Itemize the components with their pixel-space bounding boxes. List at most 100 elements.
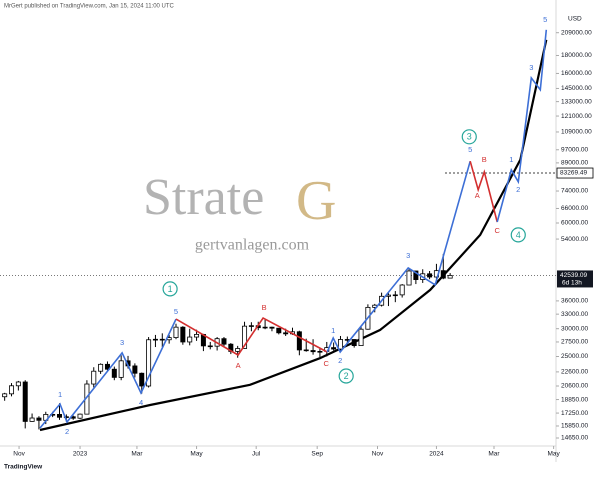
candle-body <box>187 336 193 343</box>
candle-body <box>132 365 138 374</box>
degree-label: 2 <box>344 371 349 381</box>
wave-label: 1 <box>509 155 513 164</box>
y-tick-label: 36000.00 <box>561 298 588 305</box>
y-tick-label: 89000.00 <box>561 160 588 167</box>
candle-body <box>296 331 302 351</box>
y-tick-label: 97000.00 <box>561 146 588 153</box>
wave-path <box>469 160 498 223</box>
degree-circle <box>510 227 526 243</box>
candle-body <box>104 363 110 370</box>
degree-circle <box>338 368 354 384</box>
candle-body <box>9 385 15 395</box>
candle-body <box>351 339 357 347</box>
candle-body <box>56 414 62 418</box>
degree-label: 3 <box>467 132 472 142</box>
y-tick-label: 22600.00 <box>561 369 588 376</box>
wave-path <box>496 29 548 223</box>
candle-body <box>15 381 21 387</box>
last-price-label: 42539.09 <box>560 272 587 279</box>
wave-label: 4 <box>139 398 143 407</box>
y-tick-label: 27500.00 <box>561 339 588 346</box>
degree-label: 1 <box>168 284 173 294</box>
wave-label: 2 <box>65 427 69 436</box>
wave-label: 2 <box>338 356 342 365</box>
candle-body <box>139 372 145 387</box>
wave-label: B <box>262 303 267 312</box>
y-tick-label: 121000.00 <box>561 113 592 120</box>
degree-circle <box>162 281 178 297</box>
candle-body <box>77 413 83 419</box>
candle-body <box>235 348 241 352</box>
countdown: 6d 13h <box>562 280 582 287</box>
wave-label: 2 <box>516 185 520 194</box>
wave-label: B <box>482 155 487 164</box>
x-tick-label: May <box>190 451 203 458</box>
y-tick-label: 109000.00 <box>561 129 592 136</box>
x-tick-label: Mar <box>131 451 143 458</box>
y-tick-label: 25000.00 <box>561 353 588 360</box>
degree-label: 4 <box>516 230 521 240</box>
wave-label: A <box>236 361 241 370</box>
candle-body <box>194 333 200 338</box>
y-tick-label: 60000.00 <box>561 220 588 227</box>
candle-body <box>427 273 433 278</box>
y-tick-label: 15850.00 <box>561 423 588 430</box>
candle-body <box>283 332 289 335</box>
wave-label: A <box>475 191 480 200</box>
watermark-letter: G <box>296 170 336 232</box>
candle-body <box>310 350 316 353</box>
candle-body <box>207 345 213 348</box>
candle-body <box>276 327 282 334</box>
candle-body <box>111 368 117 378</box>
candle-body <box>262 326 268 329</box>
candle-body <box>406 270 412 286</box>
y-tick-label: 160000.00 <box>561 70 592 77</box>
y-tick-label: 180000.00 <box>561 52 592 59</box>
watermark-word: Strate <box>143 169 264 226</box>
x-tick-label: Nov <box>13 451 25 458</box>
price-line-box <box>556 167 594 179</box>
y-tick-label: 30000.00 <box>561 325 588 332</box>
wave-label: 5 <box>543 15 547 24</box>
wave-label: 3 <box>529 63 533 72</box>
x-tick-label: Nov <box>372 451 384 458</box>
candle-body <box>392 294 398 297</box>
y-tick-label: 145000.00 <box>561 85 592 92</box>
x-tick-label: May <box>547 451 560 458</box>
candle-body <box>2 393 8 398</box>
last-price-box <box>557 270 593 288</box>
candle-body <box>118 360 124 378</box>
x-tick-label: Mar <box>488 451 500 458</box>
candle-body <box>98 363 104 372</box>
y-tick-label: 54000.00 <box>561 236 588 243</box>
wave-path <box>175 316 328 357</box>
wave-label: C <box>495 226 501 235</box>
y-tick-label: 33000.00 <box>561 311 588 318</box>
wave-label: 3 <box>406 251 410 260</box>
candle-body <box>337 339 343 350</box>
y-tick-label: 133000.00 <box>561 98 592 105</box>
candle-body <box>22 381 28 422</box>
candle-body <box>180 326 186 343</box>
candle-body <box>36 417 42 421</box>
candle-body <box>159 338 165 341</box>
currency: USD <box>568 16 582 23</box>
x-tick-label: Jul <box>252 451 261 458</box>
wave-label: 1 <box>58 390 62 399</box>
degree-circle <box>461 129 477 145</box>
y-tick-label: 20600.00 <box>561 383 588 390</box>
y-tick-label: 74000.00 <box>561 188 588 195</box>
candle-body <box>91 370 97 385</box>
candle-body <box>63 416 69 418</box>
candle-body <box>173 326 179 338</box>
y-tick-label: 14650.00 <box>561 435 588 442</box>
candle-body <box>269 326 275 329</box>
wave-path <box>326 160 471 354</box>
wave-label: 1 <box>331 326 335 335</box>
x-tick-label: 2023 <box>73 451 88 458</box>
publish-info: MrGert published on TradingView.com, Jan… <box>4 4 175 10</box>
candle-body <box>242 325 248 349</box>
candle-body <box>152 338 158 341</box>
candle-body <box>317 350 323 353</box>
candle-body <box>146 339 152 387</box>
